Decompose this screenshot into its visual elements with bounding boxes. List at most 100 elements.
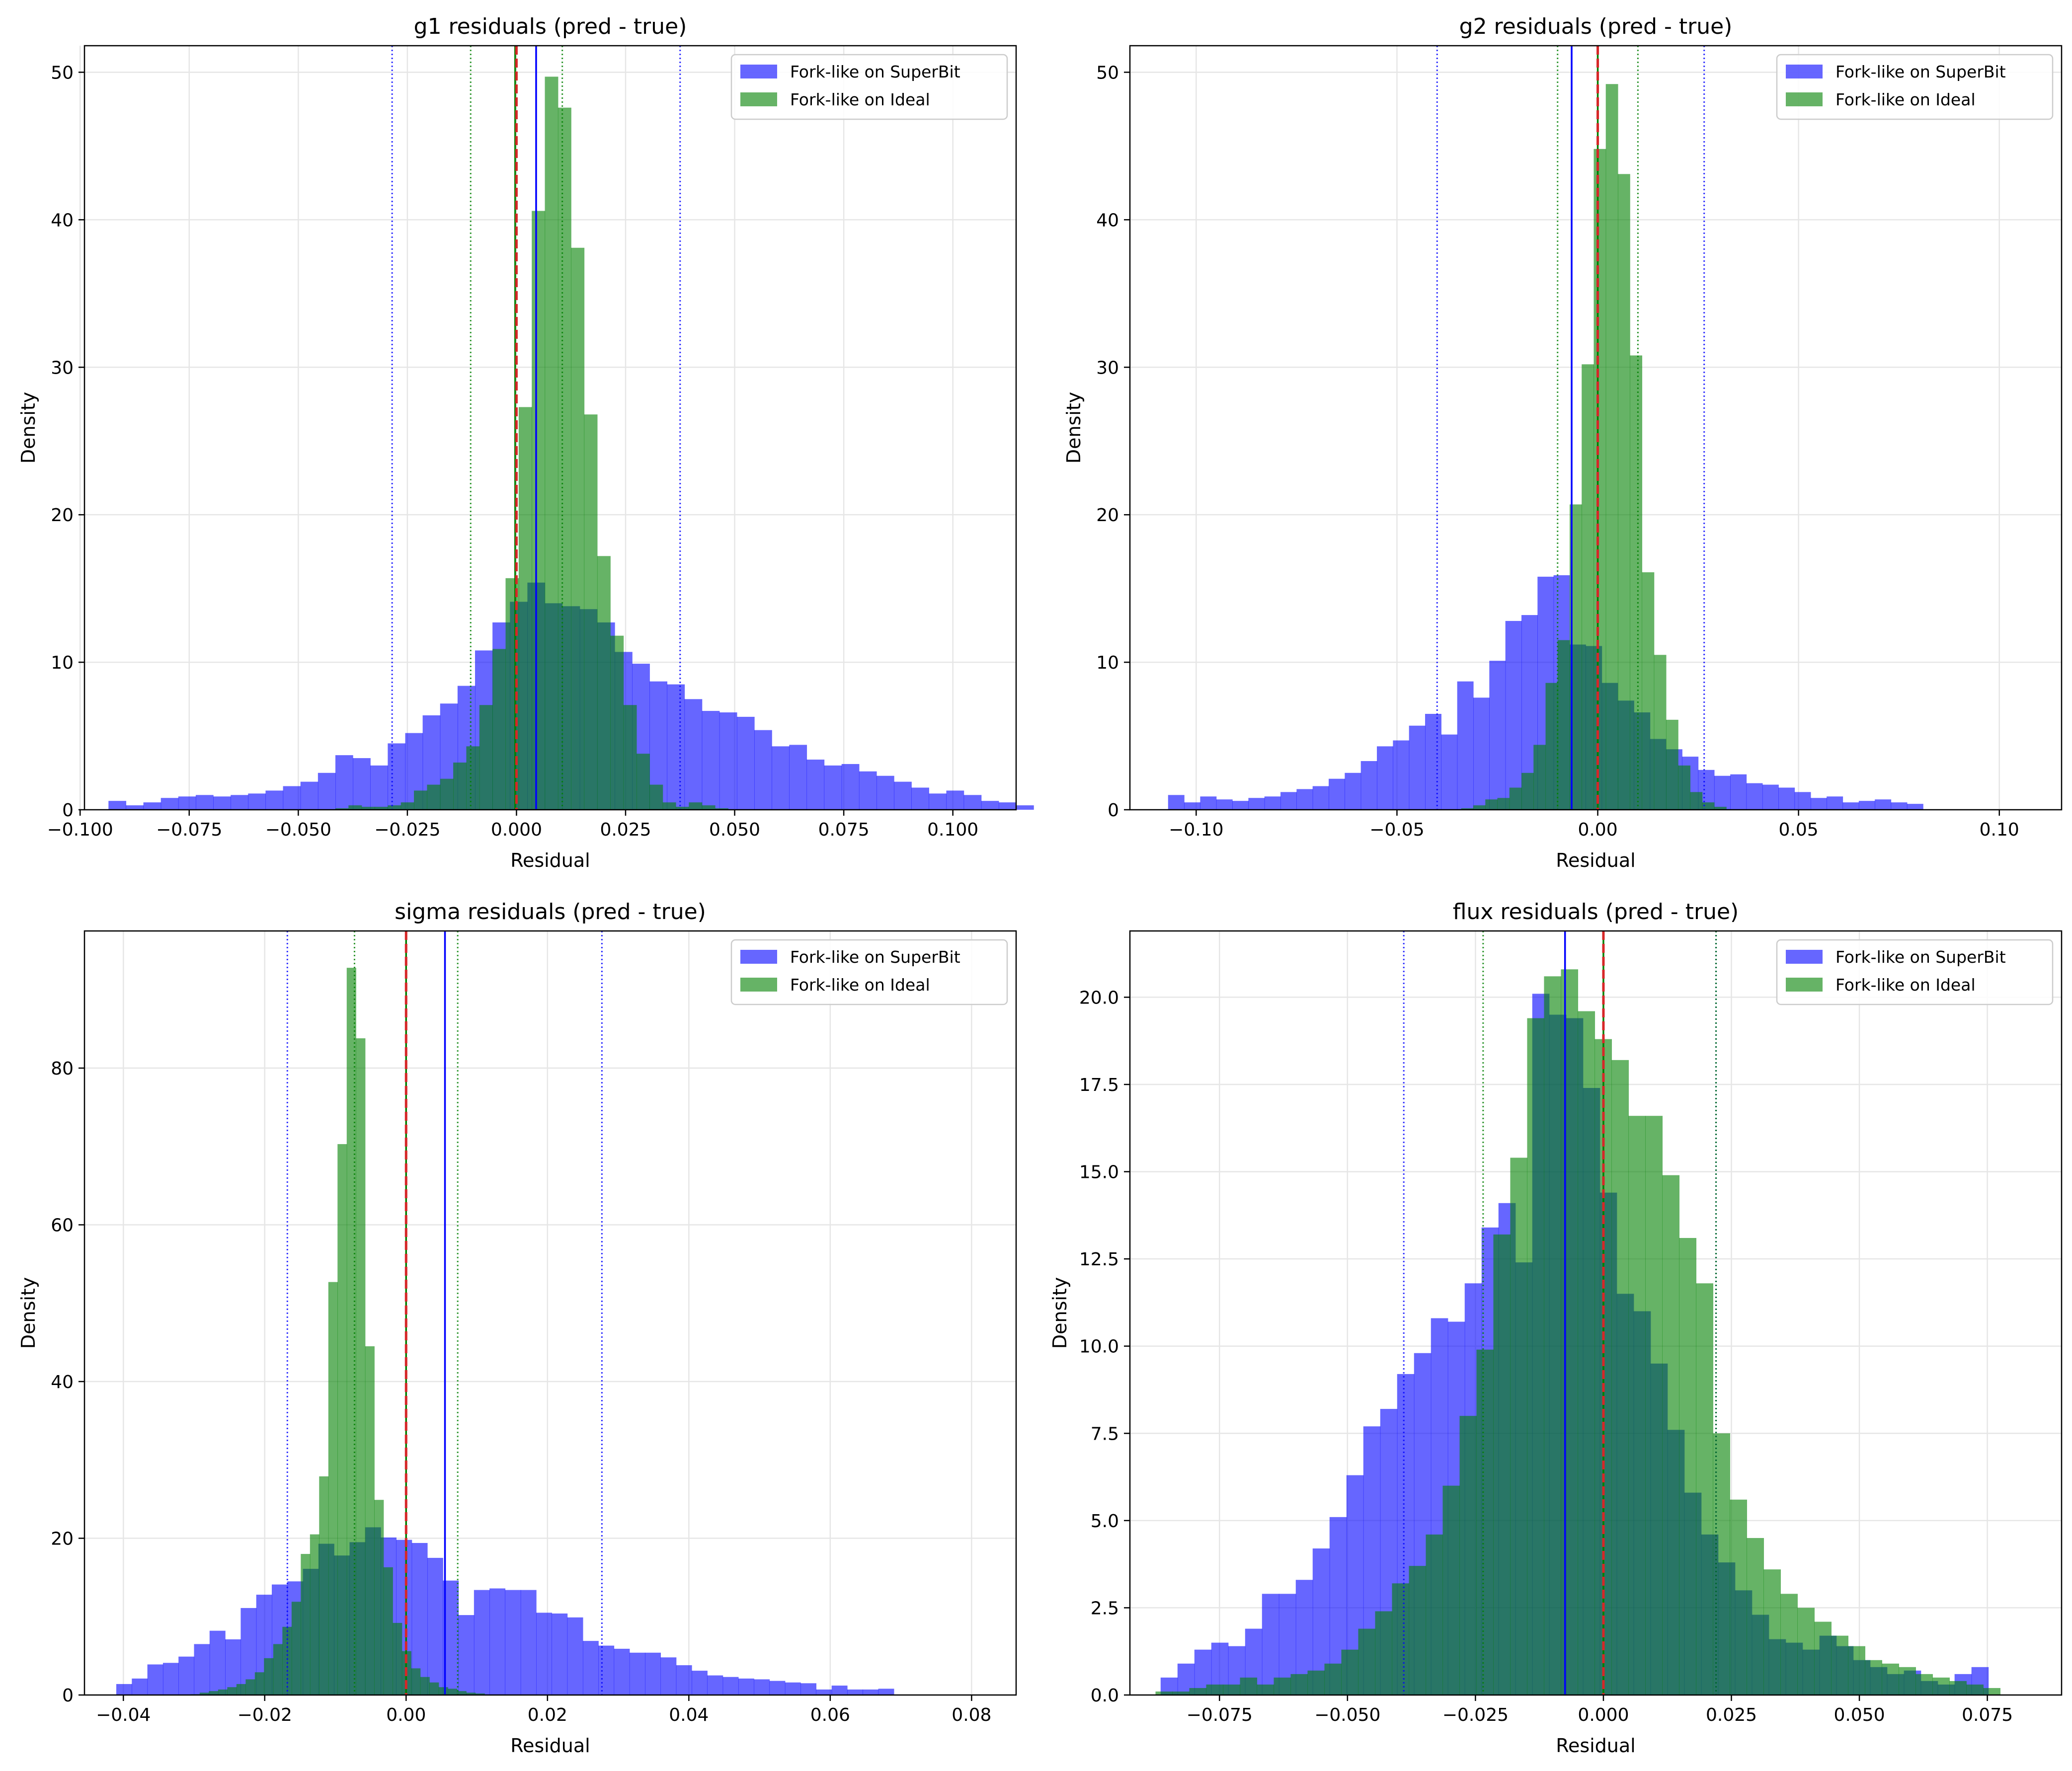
histogram-bar (692, 1671, 708, 1695)
histogram-bar (126, 805, 144, 810)
histogram-bar (1345, 772, 1361, 810)
histogram-bar (707, 1675, 723, 1695)
y-tick-label: 10 (1096, 653, 1119, 673)
legend-box (1776, 54, 2054, 120)
histogram-bar (319, 1476, 329, 1695)
histogram-bar (453, 762, 467, 810)
histogram-bar (1457, 681, 1474, 810)
histogram-bar (662, 802, 676, 810)
histogram-bar (218, 1689, 228, 1695)
histogram-bar (209, 1691, 219, 1695)
histogram-bar (1696, 1283, 1714, 1695)
histogram-bar (1666, 719, 1678, 810)
histogram-bar (1377, 746, 1393, 810)
legend-label: Fork-like on Ideal (790, 975, 930, 995)
histogram-bar (816, 1689, 832, 1695)
x-tick-label: −0.050 (1314, 1705, 1380, 1725)
legend-box (1776, 939, 2054, 1005)
y-tick-label: 17.5 (1079, 1075, 1119, 1095)
x-tick-label: 0.000 (1578, 1705, 1629, 1725)
histogram-bar (143, 802, 161, 810)
histogram-bar (610, 635, 624, 810)
histogram-bar (310, 1534, 319, 1695)
histogram-bar (878, 1689, 894, 1695)
histogram-bar (162, 1663, 179, 1695)
histogram-bar (684, 699, 703, 810)
histogram-bar (1842, 802, 1859, 810)
histogram-bar (1730, 774, 1747, 810)
histogram-bar (1329, 778, 1345, 810)
histogram-bar (738, 1678, 754, 1695)
histogram-bar (1545, 683, 1558, 810)
histogram-bar (178, 1656, 195, 1695)
histogram-bar (719, 712, 737, 810)
histogram-bar (388, 805, 401, 810)
reference-lines (1436, 46, 1705, 810)
histogram-bar (1240, 1677, 1258, 1695)
histogram-bar (1168, 795, 1185, 810)
histogram-bar (1155, 1691, 1173, 1695)
histogram-bar (1949, 1681, 1967, 1695)
histogram-bar (689, 802, 703, 810)
histogram-bar (1206, 1684, 1224, 1695)
histogram-bar (1578, 1011, 1595, 1695)
legend-swatch-ideal (740, 92, 777, 106)
histogram-bar (429, 1682, 439, 1695)
histogram-bar (1848, 1646, 1865, 1695)
histogram-bar (598, 1645, 615, 1695)
histogram-bar (1747, 1538, 1764, 1695)
histogram-bar (582, 1641, 599, 1695)
y-tick-label: 40 (51, 1372, 74, 1392)
histogram-bar (1557, 640, 1570, 810)
histogram-bar (722, 1677, 739, 1695)
histogram-bar (806, 760, 825, 810)
histogram-bar (1983, 1688, 2000, 1695)
histogram-bar (571, 247, 585, 810)
histogram-bar (1216, 799, 1233, 810)
histogram-bar (518, 407, 532, 810)
histogram-bar (1442, 1485, 1460, 1695)
histogram-bar (1899, 1667, 1916, 1695)
histogram-bar (248, 793, 266, 810)
histogram-bar (1280, 792, 1297, 810)
histogram-bar (769, 1681, 786, 1695)
histogram-bar (1966, 1684, 1984, 1695)
histogram-bar (1762, 784, 1779, 810)
histogram-bar (448, 1689, 458, 1695)
legend: Fork-like on SuperBit Fork-like on Ideal (1776, 54, 2054, 120)
histogram-bar (370, 765, 388, 810)
reference-lines (391, 46, 681, 810)
histogram-bar (337, 1144, 347, 1695)
x-tick-label: 0.00 (1578, 820, 1617, 840)
histogram-bar (108, 801, 127, 810)
histogram-bar (414, 790, 428, 810)
histogram-bar (1189, 1688, 1207, 1695)
histogram-bar (1907, 804, 1923, 810)
histogram-bar (552, 1613, 568, 1695)
histogram-bar (1426, 1534, 1443, 1695)
histogram-bar (466, 1693, 476, 1695)
histogram-bar (1827, 796, 1843, 810)
histogram-bar (1678, 765, 1691, 810)
x-tick-label: −0.04 (96, 1705, 151, 1725)
histogram-bar (273, 1644, 283, 1695)
y-tick-label: 40 (51, 210, 74, 231)
x-tick-label: −0.025 (1442, 1705, 1509, 1725)
histogram-bar (479, 705, 493, 810)
x-tick-label: 0.050 (709, 820, 760, 840)
x-tick-label: 0.04 (669, 1705, 709, 1725)
legend-box (730, 54, 1008, 120)
histogram-bar (1533, 745, 1546, 810)
x-tick-label: 0.05 (1779, 820, 1819, 840)
histogram-bar (636, 754, 650, 810)
histogram-bar (1172, 1691, 1190, 1695)
chart-title: flux residuals (pred - true) (1453, 899, 1739, 924)
histogram-bar (1654, 655, 1667, 810)
histogram-bar (1409, 725, 1426, 810)
x-tick-label: 0.00 (386, 1705, 426, 1725)
histogram-bar (1628, 1116, 1646, 1695)
histogram-bar (1527, 1018, 1545, 1695)
histogram-bar (505, 1590, 521, 1695)
legend-label: Fork-like on SuperBit (790, 62, 960, 81)
